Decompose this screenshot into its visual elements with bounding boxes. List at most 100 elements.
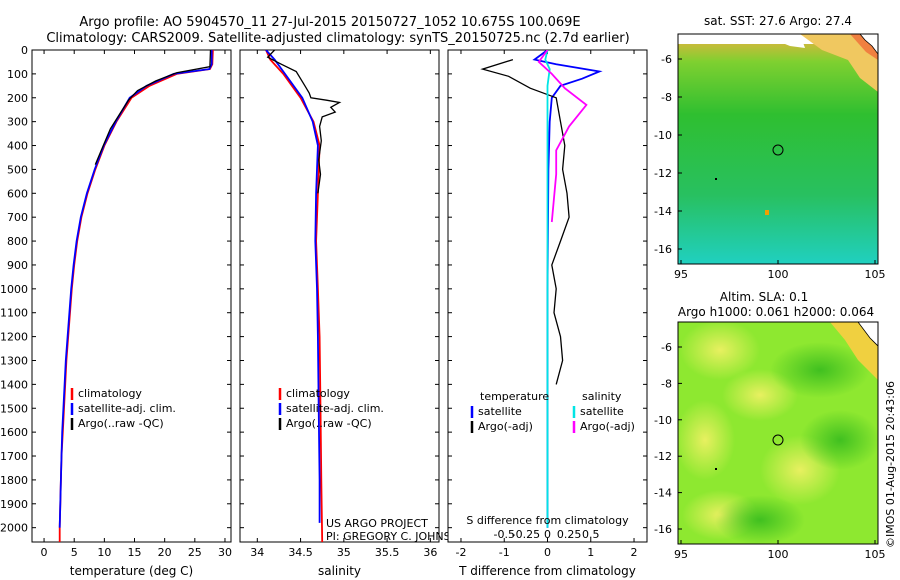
sst-map: sat. SST: 27.6 Argo: 27.4 -6-8-10-12-14-… — [654, 14, 885, 281]
sla-map-title-line1: Altim. SLA: 0.1 — [720, 290, 808, 304]
figure-title-line1: Argo profile: AO 5904570_11 27-Jul-2015 … — [79, 15, 580, 30]
sla-low-anomaly — [770, 342, 870, 398]
depth-tick-label: 1900 — [0, 498, 28, 511]
legend-entry: satellite-adj. clim. — [286, 402, 384, 415]
depth-tick-label: 100 — [7, 68, 28, 81]
sla-low-anomaly — [800, 410, 878, 470]
s-tick-label: 0 — [544, 528, 551, 541]
depth-tick-label: 0 — [21, 44, 28, 57]
map-lon-label: 100 — [768, 548, 789, 561]
legend-entry: climatology — [78, 387, 142, 400]
legend-entry: satellite — [580, 405, 624, 418]
x-tick-label: 35 — [337, 546, 351, 559]
map-lat-label: -10 — [654, 129, 672, 142]
map-lat-label: -12 — [654, 450, 672, 463]
depth-tick-label: 900 — [7, 259, 28, 272]
difference-xlabel: T difference from climatology — [458, 564, 636, 578]
map-lat-label: -12 — [654, 167, 672, 180]
s-tick-label: 0.5 — [582, 528, 600, 541]
map-lat-label: -6 — [661, 341, 672, 354]
s-tick-label: -0.25 — [512, 528, 540, 541]
sla-map-title-line2: Argo h1000: 0.061 h2000: 0.064 — [678, 305, 874, 319]
x-tick-label: 34 — [250, 546, 264, 559]
legend-title-temperature: temperature — [480, 390, 549, 403]
map-lat-label: -10 — [654, 414, 672, 427]
copyright-stamp: ©IMOS 01-Aug-2015 20:43:06 — [884, 381, 897, 548]
salinity-xlabel: salinity — [318, 564, 361, 578]
x-tick-label: 0 — [41, 546, 48, 559]
x-tick-label: -2 — [455, 546, 466, 559]
legend-entry: satellite — [478, 405, 522, 418]
temperature-plot-frame — [31, 49, 232, 543]
depth-tick-label: 2000 — [0, 522, 28, 535]
sla-high-anomaly — [678, 400, 735, 480]
x-tick-label: 1 — [587, 546, 594, 559]
sst-warm-pixel — [765, 210, 769, 215]
depth-tick-label: 600 — [7, 187, 28, 200]
map-lat-label: -8 — [661, 377, 672, 390]
sst-argo-location-marker — [772, 144, 784, 156]
difference-xlabel-top: S difference from climatology — [466, 514, 629, 527]
depth-tick-label: 1700 — [0, 450, 28, 463]
sla-map: Altim. SLA: 0.1 Argo h1000: 0.061 h2000:… — [654, 290, 885, 561]
legend-entry: satellite-adj. clim. — [78, 402, 176, 415]
sla-low-anomaly — [715, 495, 805, 544]
map-lat-label: -14 — [654, 487, 672, 500]
sst-missing-patch — [760, 34, 805, 48]
depth-tick-label: 1300 — [0, 354, 28, 367]
x-tick-label: 25 — [188, 546, 202, 559]
sst-warm-water — [800, 34, 878, 92]
legend-entry: Argo(..raw -QC) — [286, 417, 372, 430]
legend-entry: Argo(-adj) — [580, 420, 635, 433]
x-tick-label: -1 — [499, 546, 510, 559]
legend-entry: climatology — [286, 387, 350, 400]
x-tick-label: 2 — [631, 546, 638, 559]
salinity-plot-frame — [239, 49, 440, 543]
x-tick-label: 34.5 — [288, 546, 313, 559]
map-lon-label: 105 — [865, 548, 886, 561]
depth-tick-label: 700 — [7, 211, 28, 224]
x-tick-label: 0 — [544, 546, 551, 559]
map-lat-label: -14 — [654, 205, 672, 218]
depth-tick-label: 800 — [7, 235, 28, 248]
sla-island-marker — [715, 468, 717, 470]
series-line — [480, 58, 570, 385]
depth-tick-label: 1000 — [0, 283, 28, 296]
salinity-panel: 34 34.5 35 35.5 36 salinity climatology satelli… — [239, 49, 467, 578]
map-lat-label: -6 — [661, 53, 672, 66]
project-annotation: PI: GREGORY C. JOHNSON — [326, 530, 467, 543]
depth-tick-label: 500 — [7, 163, 28, 176]
x-tick-label: 15 — [128, 546, 142, 559]
legend-entry: Argo(-adj) — [478, 420, 533, 433]
map-lon-label: 95 — [674, 268, 688, 281]
depth-tick-label: 200 — [7, 92, 28, 105]
series-line — [94, 50, 212, 165]
map-lon-label: 100 — [768, 268, 789, 281]
sla-high-anomaly — [680, 322, 760, 380]
depth-tick-label: 1100 — [0, 307, 28, 320]
sla-coastal-high — [830, 322, 878, 380]
sst-island-marker — [715, 178, 717, 180]
x-tick-label: 10 — [97, 546, 111, 559]
depth-tick-label: 1800 — [0, 474, 28, 487]
project-annotation: US ARGO PROJECT — [326, 517, 428, 530]
s-tick-label: 0.25 — [557, 528, 582, 541]
map-lat-label: -16 — [654, 523, 672, 536]
difference-panel: -2 -1 0 1 2 T difference from climatology temp… — [447, 49, 648, 578]
sst-field — [678, 34, 878, 264]
depth-tick-label: 1200 — [0, 331, 28, 344]
sst-map-title: sat. SST: 27.6 Argo: 27.4 — [704, 14, 852, 28]
x-tick-label: 30 — [218, 546, 232, 559]
x-tick-label: 35.5 — [375, 546, 400, 559]
depth-tick-label: 1500 — [0, 402, 28, 415]
legend-title-salinity: salinity — [582, 390, 622, 403]
series-line — [544, 50, 551, 528]
map-lat-label: -16 — [654, 243, 672, 256]
depth-tick-label: 400 — [7, 140, 28, 153]
x-tick-label: 20 — [158, 546, 172, 559]
temperature-panel: 0100200300400500600700800900100011001200… — [0, 44, 232, 578]
sla-land-java — [857, 322, 878, 347]
